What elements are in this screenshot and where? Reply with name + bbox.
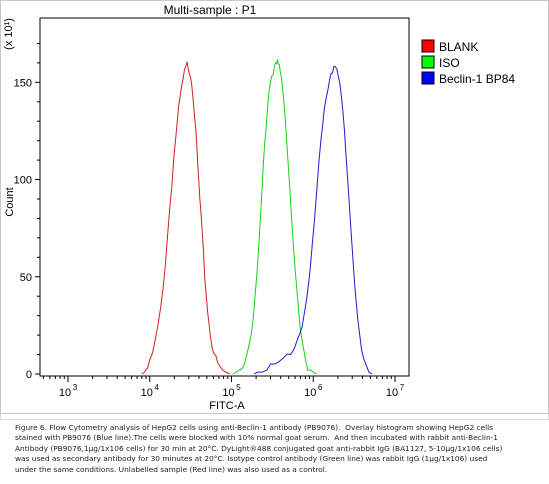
plot-frame	[39, 17, 410, 377]
figure-caption: Figure 6. Flow Cytometry analysis of Hep…	[15, 423, 503, 474]
x-axis-title: FITC-A	[209, 400, 245, 412]
legend: BLANK ISO Beclin-1 BP84	[421, 39, 515, 86]
legend-swatch-2	[421, 71, 435, 85]
x-tick-exponent: 6	[318, 383, 323, 392]
series-line-0	[141, 61, 230, 375]
x-tick-exponent: 7	[400, 383, 405, 392]
chart-background	[0, 0, 549, 420]
series-line-2	[254, 65, 373, 375]
legend-label-2: Beclin-1 BP84	[439, 72, 515, 86]
series-line-1	[232, 59, 317, 375]
legend-label-0: BLANK	[439, 40, 478, 54]
y-tick-label: 0	[26, 369, 32, 381]
y-tick-label: 50	[20, 272, 32, 284]
x-tick-exponent: 3	[73, 383, 78, 392]
series-layer	[141, 59, 373, 375]
y-tick-label: 100	[14, 175, 32, 187]
x-tick-label: 10	[141, 387, 153, 399]
x-tick-label: 10	[386, 387, 398, 399]
chart-title: Multi-sample : P1	[164, 3, 257, 17]
histogram-chart: Multi-sample : P1 (x 10¹) Count FITC-A 0…	[0, 0, 549, 420]
y-axis-multiplier: (x 10¹)	[3, 18, 15, 50]
legend-swatch-1	[421, 55, 435, 69]
legend-swatch-0	[421, 39, 435, 53]
x-tick-exponent: 5	[236, 383, 241, 392]
legend-label-1: ISO	[439, 56, 460, 70]
x-tick-exponent: 4	[155, 383, 160, 392]
x-tick-label: 10	[304, 387, 316, 399]
x-tick-label: 10	[59, 387, 71, 399]
y-tick-label: 150	[14, 77, 32, 89]
x-tick-label: 10	[222, 387, 234, 399]
y-axis-title: Count	[4, 187, 16, 216]
